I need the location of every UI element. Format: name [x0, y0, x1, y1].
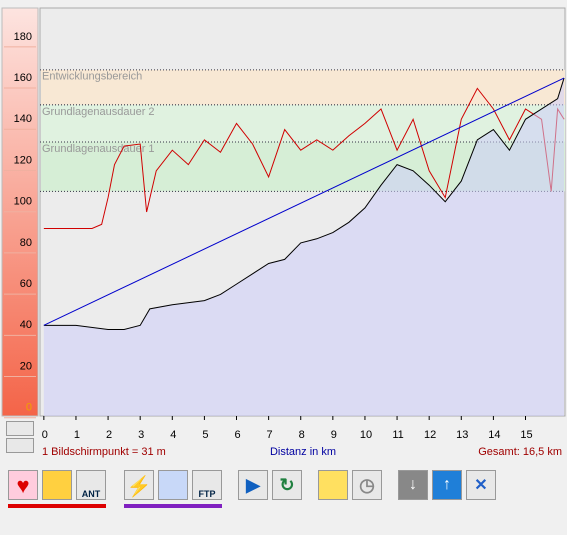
y-tick-label: 140 [14, 113, 32, 125]
total: Gesamt: 16,5 km [478, 446, 562, 458]
x-tick-label: 10 [360, 429, 372, 441]
x-tick-label: 5 [202, 429, 208, 441]
y-tick-label: 100 [14, 196, 32, 208]
clock-button[interactable]: ◷ [352, 470, 382, 500]
y-tick-label: 0 [26, 402, 32, 414]
ant-button[interactable]: ANT [76, 470, 106, 500]
x-tick-label: 14 [488, 429, 500, 441]
x-tick-label: 0 [42, 429, 48, 441]
play-button[interactable]: ▶ [238, 470, 268, 500]
power-zones-button[interactable] [158, 470, 188, 500]
y-tick-label: 80 [20, 237, 32, 249]
slope-button[interactable] [318, 470, 348, 500]
x-tick-label: 9 [331, 429, 337, 441]
scroll-down[interactable] [6, 438, 34, 453]
zones-button[interactable] [42, 470, 72, 500]
x-tick-label: 8 [299, 429, 305, 441]
ftp-button[interactable]: FTP [192, 470, 222, 500]
purple-bar [124, 504, 222, 508]
x-tick-label: 7 [267, 429, 273, 441]
y-tick-label: 60 [20, 278, 32, 290]
red-bar [8, 504, 106, 508]
scale-note: 1 Bildschirmpunkt = 31 m [42, 446, 166, 458]
series-line [43, 77, 565, 330]
x-tick-label: 13 [456, 429, 468, 441]
y-tick-label: 20 [20, 360, 32, 372]
zone-label: Grundlagenausdauer 2 [42, 106, 155, 118]
series-area [43, 78, 565, 416]
x-axis-label: Distanz in km [270, 446, 336, 458]
x-tick-label: 11 [392, 429, 403, 441]
up-button[interactable]: ↑ [432, 470, 462, 500]
x-tick-label: 4 [170, 429, 176, 441]
y-tick-label: 160 [14, 72, 32, 84]
y-tick-label: 40 [20, 319, 32, 331]
x-tick-label: 15 [520, 429, 532, 441]
series-line [43, 77, 565, 326]
zone [41, 104, 565, 142]
scroll-up[interactable] [6, 421, 34, 436]
power-button[interactable]: ⚡ [124, 470, 154, 500]
close-button[interactable]: ✕ [466, 470, 496, 500]
x-tick-label: 12 [424, 429, 436, 441]
loop-button[interactable]: ↻ [272, 470, 302, 500]
y-tick-label: 180 [14, 31, 32, 43]
x-tick-label: 2 [106, 429, 112, 441]
heart-button[interactable]: ♥ [8, 470, 38, 500]
zone [41, 69, 565, 105]
ftp-label: FTP [198, 489, 216, 499]
y-tick-label: 120 [14, 154, 32, 166]
series-line [43, 87, 565, 229]
down-button[interactable]: ↓ [398, 470, 428, 500]
x-tick-label: 6 [234, 429, 240, 441]
bolt-icon: ⚡ [126, 476, 152, 498]
chart: Entwicklungsbereich Grundlagenausdauer 2 G… [1, 7, 566, 458]
zone-label: Entwicklungsbereich [42, 71, 142, 83]
ant-label: ANT [81, 489, 101, 499]
x-tick-label: 3 [138, 429, 144, 441]
heart-icon: ♥ [16, 473, 30, 498]
x-tick-label: 1 [74, 429, 80, 441]
